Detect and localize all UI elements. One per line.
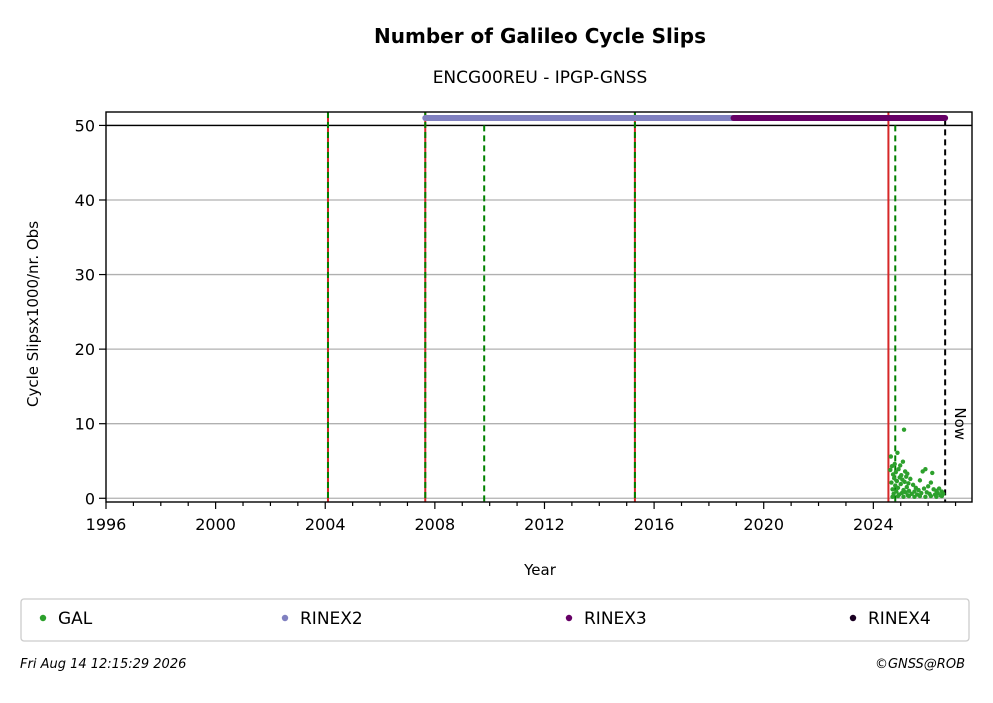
x-tick-label: 2016 xyxy=(634,515,675,534)
data-point xyxy=(891,475,897,481)
data-point xyxy=(939,493,945,499)
data-point xyxy=(896,466,901,472)
data-point xyxy=(906,481,911,486)
x-axis-label: Year xyxy=(523,561,557,579)
timestamp: Fri Aug 14 12:15:29 2026 xyxy=(20,657,187,672)
x-tick-label: 1996 xyxy=(86,515,127,534)
y-tick-label: 20 xyxy=(75,340,95,359)
data-point xyxy=(890,494,895,499)
legend-label: GAL xyxy=(58,609,93,629)
data-point xyxy=(889,480,894,485)
legend: GAL RINEX2 RINEX3 RINEX4 xyxy=(20,598,970,642)
data-point xyxy=(923,494,928,499)
data-point xyxy=(898,481,903,487)
data-point xyxy=(908,476,913,482)
data-point xyxy=(894,489,899,494)
data-point xyxy=(902,479,907,485)
data-point xyxy=(928,493,934,499)
data-point xyxy=(912,489,917,494)
x-tick-label: 2008 xyxy=(415,515,456,534)
data-point xyxy=(895,485,901,491)
data-point xyxy=(928,480,934,485)
y-axis-label: Cycle Slipsx1000/nr. Obs xyxy=(24,221,42,407)
data-point xyxy=(923,466,928,472)
data-point xyxy=(888,454,894,459)
data-point xyxy=(901,427,907,432)
legend-entry: GAL xyxy=(39,609,93,629)
data-point xyxy=(921,486,927,491)
y-tick-label: 0 xyxy=(85,489,95,508)
legend-label: RINEX4 xyxy=(868,609,931,629)
legend-marker xyxy=(565,614,573,622)
data-point xyxy=(906,488,912,494)
y-tick-label: 30 xyxy=(75,266,95,285)
x-tick-label: 2004 xyxy=(305,515,346,534)
plot-frame xyxy=(105,111,973,503)
copyright: ©GNSS@ROB xyxy=(874,657,965,672)
x-tick-label: 2000 xyxy=(195,515,236,534)
data-point xyxy=(890,487,895,492)
y-tick-label: 10 xyxy=(75,415,95,434)
y-tick-label: 40 xyxy=(75,191,95,210)
x-tick-label: 2020 xyxy=(743,515,784,534)
legend-frame xyxy=(20,598,970,642)
data-point xyxy=(910,482,916,488)
data-point xyxy=(930,470,935,476)
data-point xyxy=(934,494,939,499)
data-point xyxy=(895,493,901,499)
x-tick-label: 2012 xyxy=(524,515,565,534)
data-point xyxy=(893,469,899,475)
data-point xyxy=(897,463,903,468)
y-tick-label: 50 xyxy=(75,116,95,135)
legend-entry: RINEX3 xyxy=(565,609,647,629)
legend-marker xyxy=(849,614,857,622)
data-point xyxy=(899,472,904,478)
chart-subtitle: ENCG00REU - IPGP-GNSS xyxy=(433,68,648,88)
data-point xyxy=(895,450,900,455)
now-label: Now xyxy=(951,407,969,440)
x-tick-label: 2024 xyxy=(853,515,894,534)
data-point xyxy=(894,478,900,484)
data-point xyxy=(904,484,909,490)
data-point xyxy=(900,459,906,464)
legend-label: RINEX3 xyxy=(584,609,647,629)
plot-area: Now 1996 2000 2004 2008 2012 2016 2020 2024 0 10 20… xyxy=(20,111,973,642)
data-point xyxy=(936,486,942,491)
data-point xyxy=(925,484,931,489)
legend-marker xyxy=(39,614,47,622)
data-point xyxy=(892,461,897,467)
chart-title: Number of Galileo Cycle Slips xyxy=(374,24,706,48)
legend-marker xyxy=(281,614,289,622)
data-point xyxy=(901,494,906,499)
data-point xyxy=(917,493,923,499)
legend-entry: RINEX2 xyxy=(281,609,363,629)
data-point xyxy=(916,487,921,493)
legend-label: RINEX2 xyxy=(300,609,363,629)
data-point xyxy=(906,493,912,499)
data-point xyxy=(888,467,893,473)
data-point xyxy=(912,494,917,499)
data-point xyxy=(905,471,910,476)
data-point xyxy=(917,478,923,483)
legend-entry: RINEX4 xyxy=(849,609,931,629)
